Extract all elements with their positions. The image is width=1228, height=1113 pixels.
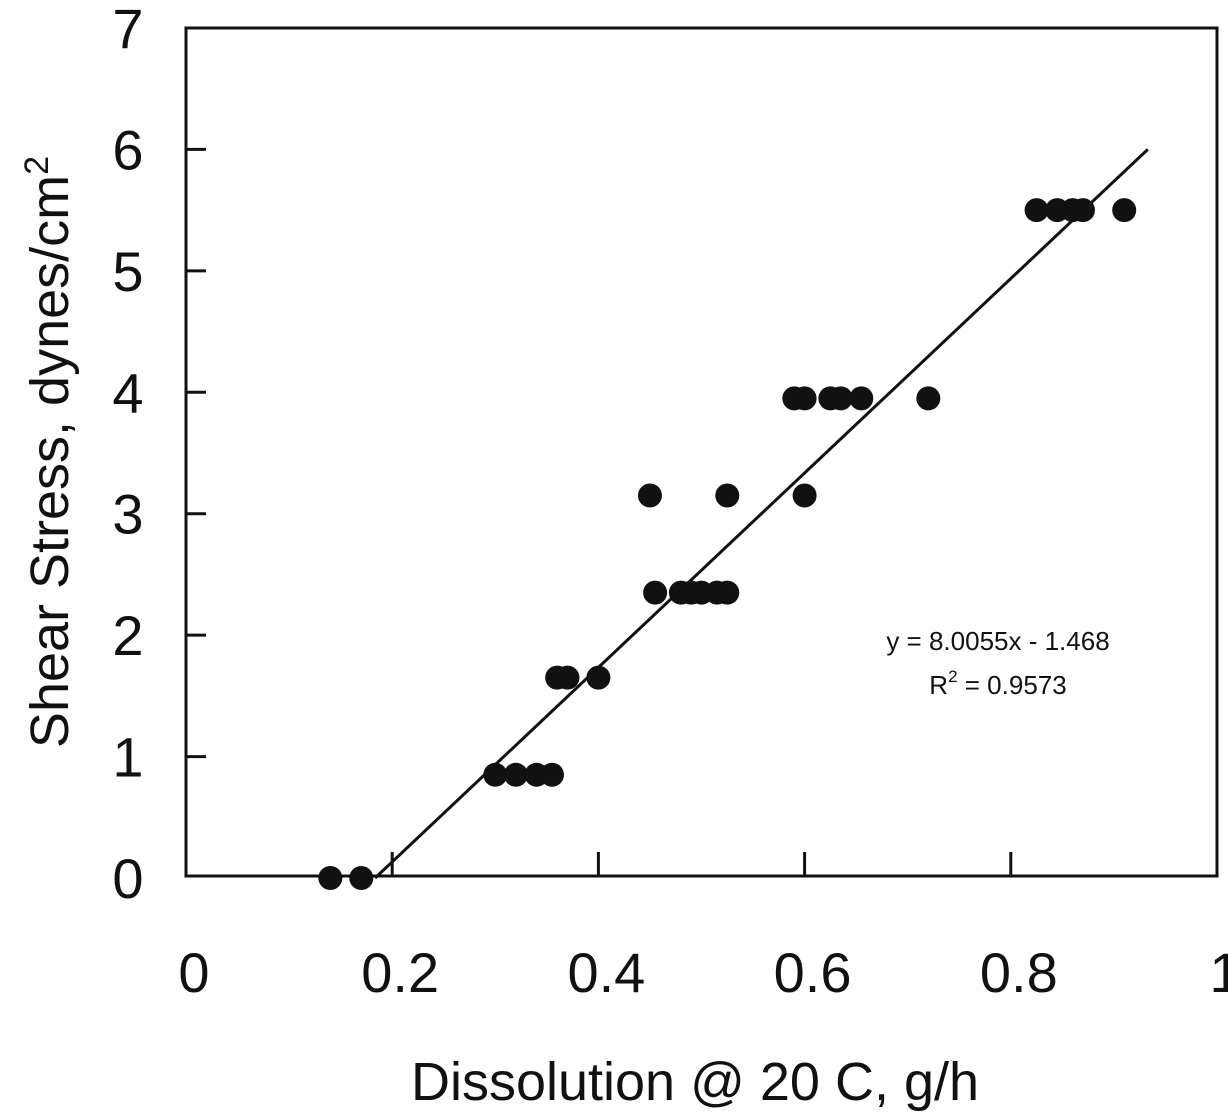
y-axis-ticks [186, 147, 206, 759]
data-point [792, 386, 817, 411]
y-tick-label: 7 [112, 0, 143, 60]
x-tick-label: 0.4 [567, 941, 645, 1004]
x-axis-title: Dissolution @ 20 C, g/h [411, 1052, 979, 1112]
r-squared-superscript: 2 [948, 667, 957, 686]
data-point [503, 762, 528, 787]
data-point [828, 386, 853, 411]
y-tick-label: 1 [112, 726, 143, 789]
data-point [1024, 198, 1049, 223]
x-axis-ticks [390, 852, 1013, 876]
data-point [715, 483, 740, 508]
data-point [318, 866, 343, 890]
x-tick-label: 0.6 [774, 941, 852, 1004]
y-axis-title: Shear Stress, dynes/cm2 [18, 156, 80, 748]
data-point [586, 665, 611, 690]
y-tick-label: 6 [112, 118, 143, 181]
data-point [349, 866, 374, 890]
data-point [916, 386, 941, 411]
data-point [540, 762, 565, 787]
r-squared-value: = 0.9573 [958, 670, 1067, 700]
plot-area-frame [184, 26, 1219, 878]
equation-label: y = 8.0055x - 1.468 [886, 626, 1109, 656]
y-axis-title-superscript: 2 [18, 156, 56, 175]
data-point [1112, 198, 1137, 223]
data-point [792, 483, 817, 508]
r-squared-prefix: R [929, 670, 948, 700]
data-point [1070, 198, 1095, 223]
x-tick-label: 0 [178, 941, 209, 1004]
y-tick-label: 5 [112, 240, 143, 303]
y-tick-label: 0 [112, 847, 143, 910]
x-tick-label: 0.8 [980, 941, 1058, 1004]
data-point [643, 580, 668, 605]
data-point [555, 665, 580, 690]
y-tick-label: 4 [112, 361, 143, 424]
data-point [483, 762, 508, 787]
y-tick-label: 2 [112, 604, 143, 667]
y-axis-tick-labels: 0 1 2 3 4 5 6 7 [112, 0, 143, 910]
x-tick-label: 0.2 [361, 941, 439, 1004]
trendline [374, 148, 1149, 880]
data-point [715, 580, 740, 605]
data-points [318, 198, 1137, 890]
x-tick-label: 1 [1209, 941, 1228, 1004]
data-point [849, 386, 874, 411]
x-axis-tick-labels: 0 0.2 0.4 0.6 0.8 1 [178, 941, 1228, 1004]
r-squared-label: R2 = 0.9573 [929, 667, 1066, 700]
y-tick-label: 3 [112, 483, 143, 546]
data-point [637, 483, 662, 508]
y-axis-title-main: Shear Stress, dynes/cm [20, 175, 80, 748]
